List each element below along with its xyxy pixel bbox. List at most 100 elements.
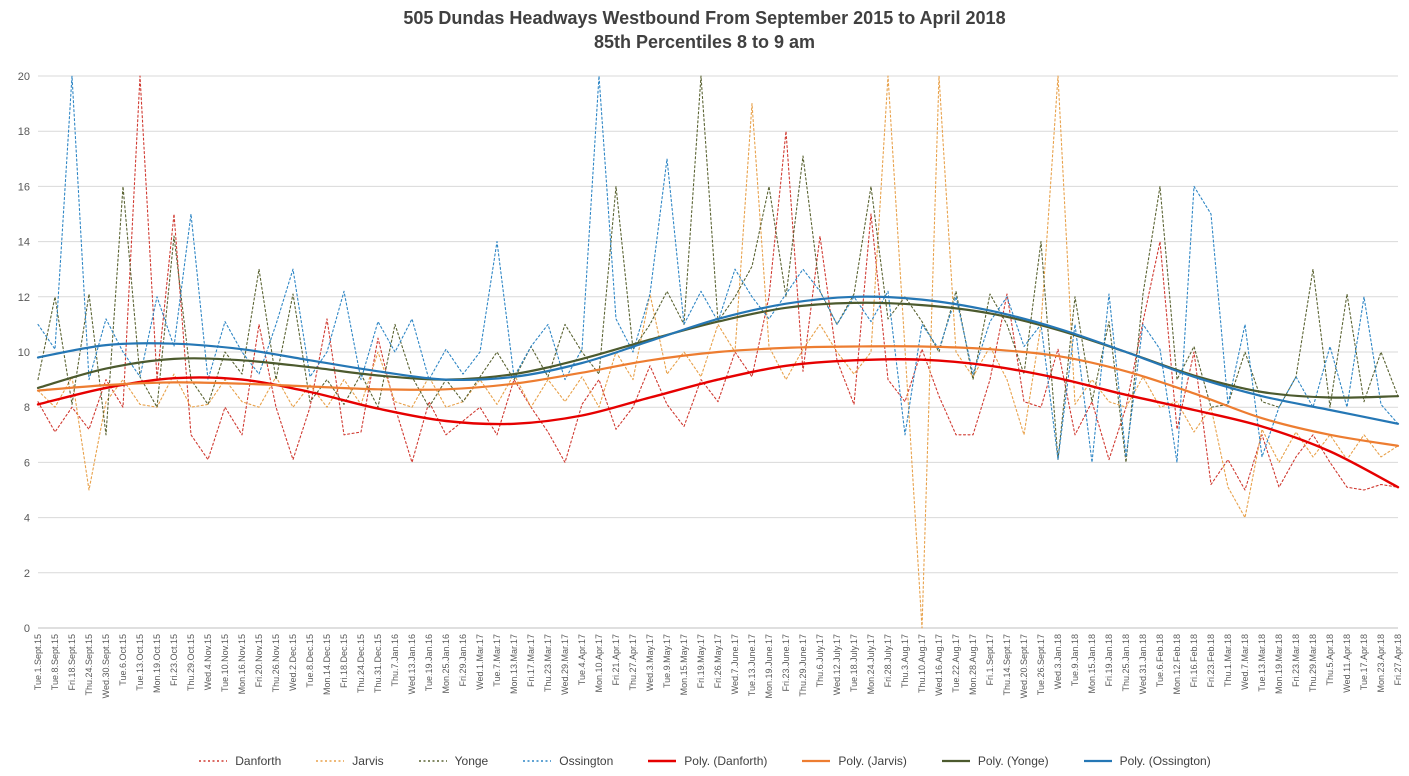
x-axis-label: Fri.28.July.17	[883, 634, 893, 687]
chart-legend: Danforth Jarvis Yonge Ossington Poly. (Danfo…	[0, 754, 1409, 768]
x-axis-label: Fri.1.Sept.17	[985, 634, 995, 686]
legend-item-danforth: Danforth	[198, 754, 281, 768]
x-axis-label: Wed.3.Jan.18	[1053, 634, 1063, 689]
series-yonge	[37, 75, 1399, 463]
x-axis-label: Fri.23.June.17	[781, 634, 791, 692]
legend-line-sample-jarvis	[316, 760, 345, 762]
x-axis-label: Thu.1.Mar.18	[1223, 634, 1233, 687]
legend-line-sample-poly-danforth	[648, 759, 677, 763]
x-axis-label: Fri.23.Oct.15	[169, 634, 179, 686]
x-axis-label: Mon.14.Dec.15	[322, 634, 332, 695]
x-axis-label: Mon.19.Mar.18	[1274, 634, 1284, 694]
x-axis-label: Tue.4.Apr.17	[577, 634, 587, 685]
legend-line-sample-poly-ossington	[1083, 759, 1112, 763]
y-axis-label: 18	[18, 126, 30, 138]
x-axis-label: Mon.15.May.17	[679, 634, 689, 695]
legend-label-jarvis: Jarvis	[352, 754, 384, 768]
x-axis-label: Mon.25.Jan.16	[441, 634, 451, 694]
legend-line-sample-danforth	[199, 760, 228, 762]
x-axis-label: Fri.29.Jan.16	[458, 634, 468, 687]
y-axis-label: 20	[18, 71, 30, 83]
legend-label-ossington: Ossington	[559, 754, 614, 768]
x-axis-label: Mon.28.Aug.17	[968, 634, 978, 695]
legend-label-yonge: Yonge	[454, 754, 489, 768]
y-axis-label: 0	[24, 623, 30, 635]
x-axis-label: Mon.12.Feb.18	[1172, 634, 1182, 695]
x-axis-label: Wed.30.Sept.15	[101, 634, 111, 698]
y-axis-label: 4	[24, 513, 30, 525]
chart-title-line1: 505 Dundas Headways Westbound From Septe…	[403, 8, 1006, 28]
legend-line-sample-poly-yonge	[941, 759, 970, 763]
x-axis-label: Thu.14.Sept.17	[1002, 634, 1012, 696]
legend-item-poly-jarvis: Poly. (Jarvis)	[801, 754, 907, 768]
x-axis-label: Fri.17.Mar.17	[526, 634, 536, 687]
y-axis-label: 10	[18, 347, 30, 359]
x-axis-label: Tue.9.Jan.18	[1070, 634, 1080, 686]
x-axis-labels: Tue.1.Sept.15 Tue.8.Sept.15 Fri.18.Sept.15…	[33, 634, 1403, 699]
legend-line-sample-yonge	[418, 760, 447, 762]
x-axis-label: Wed.13.Jan.16	[407, 634, 417, 694]
y-axis-label: 2	[24, 568, 30, 580]
x-axis-label: Tue.8.Dec.15	[305, 634, 315, 688]
x-axis-label: Wed.12.July.17	[832, 634, 842, 695]
series-danforth	[37, 75, 1399, 491]
x-axis-label: Mon.23.Apr.18	[1376, 634, 1386, 693]
x-axis-label: Tue.13.Oct.15	[135, 634, 145, 691]
legend-label-poly-danforth: Poly. (Danforth)	[684, 754, 768, 768]
y-axis-label: 14	[18, 237, 30, 249]
x-axis-label: Thu.5.Apr.18	[1325, 634, 1335, 686]
x-axis-label: Fri.18.Sept.15	[67, 634, 77, 691]
x-axis-label: Wed.7.Mar.18	[1240, 634, 1250, 690]
x-axis-label: Tue.7.Mar.17	[492, 634, 502, 687]
x-axis-label: Wed.3.May.17	[645, 634, 655, 691]
x-axis-label: Tue.13.June.17	[747, 634, 757, 696]
x-axis-label: Fri.19.May.17	[696, 634, 706, 688]
x-axis-label: Fri.27.Apr.18	[1393, 634, 1403, 686]
x-axis-label: Fri.23.Mar.18	[1291, 634, 1301, 687]
legend-item-poly-ossington: Poly. (Ossington)	[1083, 754, 1211, 768]
y-axis-label: 8	[24, 402, 30, 414]
x-axis-label: Thu.3.Aug.17	[900, 634, 910, 688]
gridlines	[38, 75, 1398, 629]
x-axis-label: Fri.18.Dec.15	[339, 634, 349, 688]
legend-item-poly-danforth: Poly. (Danforth)	[647, 754, 767, 768]
x-axis-label: Tue.17.Apr.18	[1359, 634, 1369, 690]
legend-label-poly-yonge: Poly. (Yonge)	[977, 754, 1049, 768]
x-axis-label: Thu.6.July.17	[815, 634, 825, 687]
legend-item-poly-yonge: Poly. (Yonge)	[941, 754, 1049, 768]
x-axis-label: Fri.20.Nov.15	[254, 634, 264, 687]
x-axis-label: Wed.20.Sept.17	[1019, 634, 1029, 698]
y-axis-label: 6	[24, 457, 30, 469]
x-axis-label: Tue.6.Oct.15	[118, 634, 128, 686]
series-ossington	[37, 75, 1399, 463]
x-axis-label: Thu.25.Jan.18	[1121, 634, 1131, 692]
chart-title-line2: 85th Percentiles 8 to 9 am	[593, 32, 816, 52]
x-axis-label: Fri.26.May.17	[713, 634, 723, 688]
x-axis-label: Wed.11.Apr.18	[1342, 634, 1352, 693]
x-axis-label: Mon.24.July.17	[866, 634, 876, 694]
legend-line-sample-ossington	[523, 760, 552, 762]
x-axis-label: Thu.10.Aug.17	[917, 634, 927, 693]
series-poly-ossington	[36, 295, 1400, 425]
x-axis-label: Thu.23.Mar.17	[543, 634, 553, 692]
x-axis-label: Tue.9.May.17	[662, 634, 672, 688]
x-axis-label: Wed.2.Dec.15	[288, 634, 298, 691]
x-axis-label: Thu.26.Nov.15	[271, 634, 281, 692]
legend-label-poly-jarvis: Poly. (Jarvis)	[838, 754, 907, 768]
x-axis-label: Wed.16.Aug.17	[934, 634, 944, 696]
chart-canvas: 0 2 4 6 8 10 12 14 16 18 20 Tue.1.Sept.15 Tue.8.Sept…	[18, 71, 1403, 699]
x-axis-label: Tue.22.Aug.17	[951, 634, 961, 693]
x-axis-label: Tue.13.Mar.18	[1257, 634, 1267, 692]
x-axis-label: Wed.1.Mar.17	[475, 634, 485, 690]
legend-item-ossington: Ossington	[522, 754, 613, 768]
x-axis-label: Thu.29.June.17	[798, 634, 808, 697]
x-axis-label: Mon.19.Oct.15	[152, 634, 162, 693]
x-axis-label: Fri.19.Jan.18	[1104, 634, 1114, 687]
x-axis-label: Thu.27.Apr.17	[628, 634, 638, 691]
x-axis-label: Thu.31.Dec.15	[373, 634, 383, 693]
chart-title: 505 Dundas Headways Westbound From Septe…	[0, 6, 1409, 54]
x-axis-label: Thu.29.Mar.18	[1308, 634, 1318, 692]
x-axis-label: Tue.10.Nov.15	[220, 634, 230, 692]
series-poly-danforth	[36, 358, 1400, 489]
